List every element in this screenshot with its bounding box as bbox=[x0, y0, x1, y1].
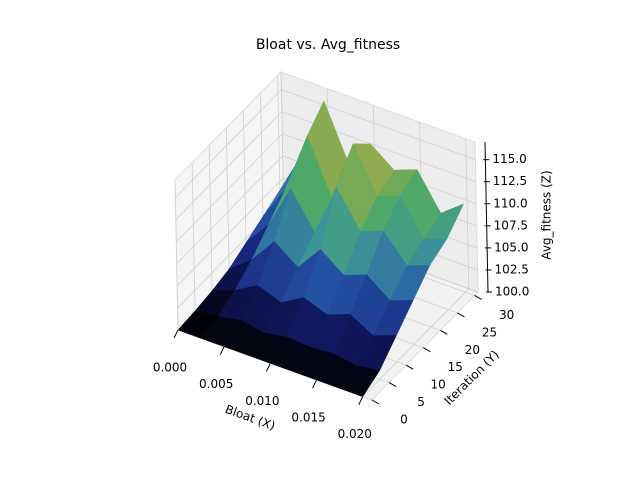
x-tick-label: 0.020 bbox=[338, 427, 372, 441]
y-tick-label: 25 bbox=[482, 325, 497, 339]
x-tick bbox=[265, 363, 271, 372]
z-axis-label: Avg_fitness (Z) bbox=[540, 170, 554, 259]
grid-line bbox=[176, 177, 284, 287]
y-tick-label: 5 bbox=[417, 395, 425, 409]
x-tick-label: 0.015 bbox=[291, 411, 325, 425]
y-tick-label: 20 bbox=[465, 343, 480, 357]
z-tick-label: 110.0 bbox=[493, 196, 527, 210]
z-tick-label: 112.5 bbox=[493, 174, 527, 188]
y-tick-label: 30 bbox=[499, 308, 514, 322]
x-tick bbox=[219, 346, 225, 355]
grid-line bbox=[362, 288, 470, 397]
grid-line bbox=[208, 145, 213, 296]
z-tick-label: 105.0 bbox=[494, 240, 528, 254]
grid-line bbox=[191, 162, 196, 313]
x-tick bbox=[312, 379, 318, 389]
z-tick-label: 107.5 bbox=[494, 218, 528, 232]
grid-line bbox=[175, 89, 282, 198]
z-tick-label: 115.0 bbox=[492, 152, 526, 166]
x-tick-label: 0.005 bbox=[199, 377, 233, 391]
y-tick bbox=[405, 364, 414, 370]
z-tick-label: 102.5 bbox=[495, 262, 529, 276]
grid-line bbox=[175, 111, 283, 220]
y-tick bbox=[457, 312, 465, 318]
surface-patch bbox=[339, 365, 381, 397]
grid-line bbox=[225, 127, 230, 278]
grid-line bbox=[176, 155, 283, 265]
z-tick-label: 100.0 bbox=[495, 285, 529, 299]
y-tick-label: 10 bbox=[431, 378, 446, 392]
z-axis bbox=[484, 141, 489, 293]
grid-line bbox=[281, 89, 476, 161]
y-tick-label: 15 bbox=[448, 360, 463, 374]
y-tick bbox=[371, 399, 380, 405]
chart-title: Bloat vs. Avg_fitness bbox=[256, 37, 400, 53]
y-tick-label: 0 bbox=[400, 413, 408, 427]
x-tick bbox=[173, 329, 179, 339]
y-tick bbox=[474, 295, 482, 300]
y-tick bbox=[423, 347, 431, 353]
x-tick-label: 0.000 bbox=[153, 361, 187, 375]
x-tick bbox=[358, 396, 364, 405]
y-tick bbox=[388, 382, 397, 388]
x-tick-label: 0.010 bbox=[245, 394, 279, 408]
grid-line bbox=[175, 133, 283, 243]
grid-line bbox=[242, 110, 247, 261]
y-tick bbox=[440, 329, 448, 335]
grid-line bbox=[174, 179, 179, 331]
grid-line bbox=[465, 138, 470, 289]
